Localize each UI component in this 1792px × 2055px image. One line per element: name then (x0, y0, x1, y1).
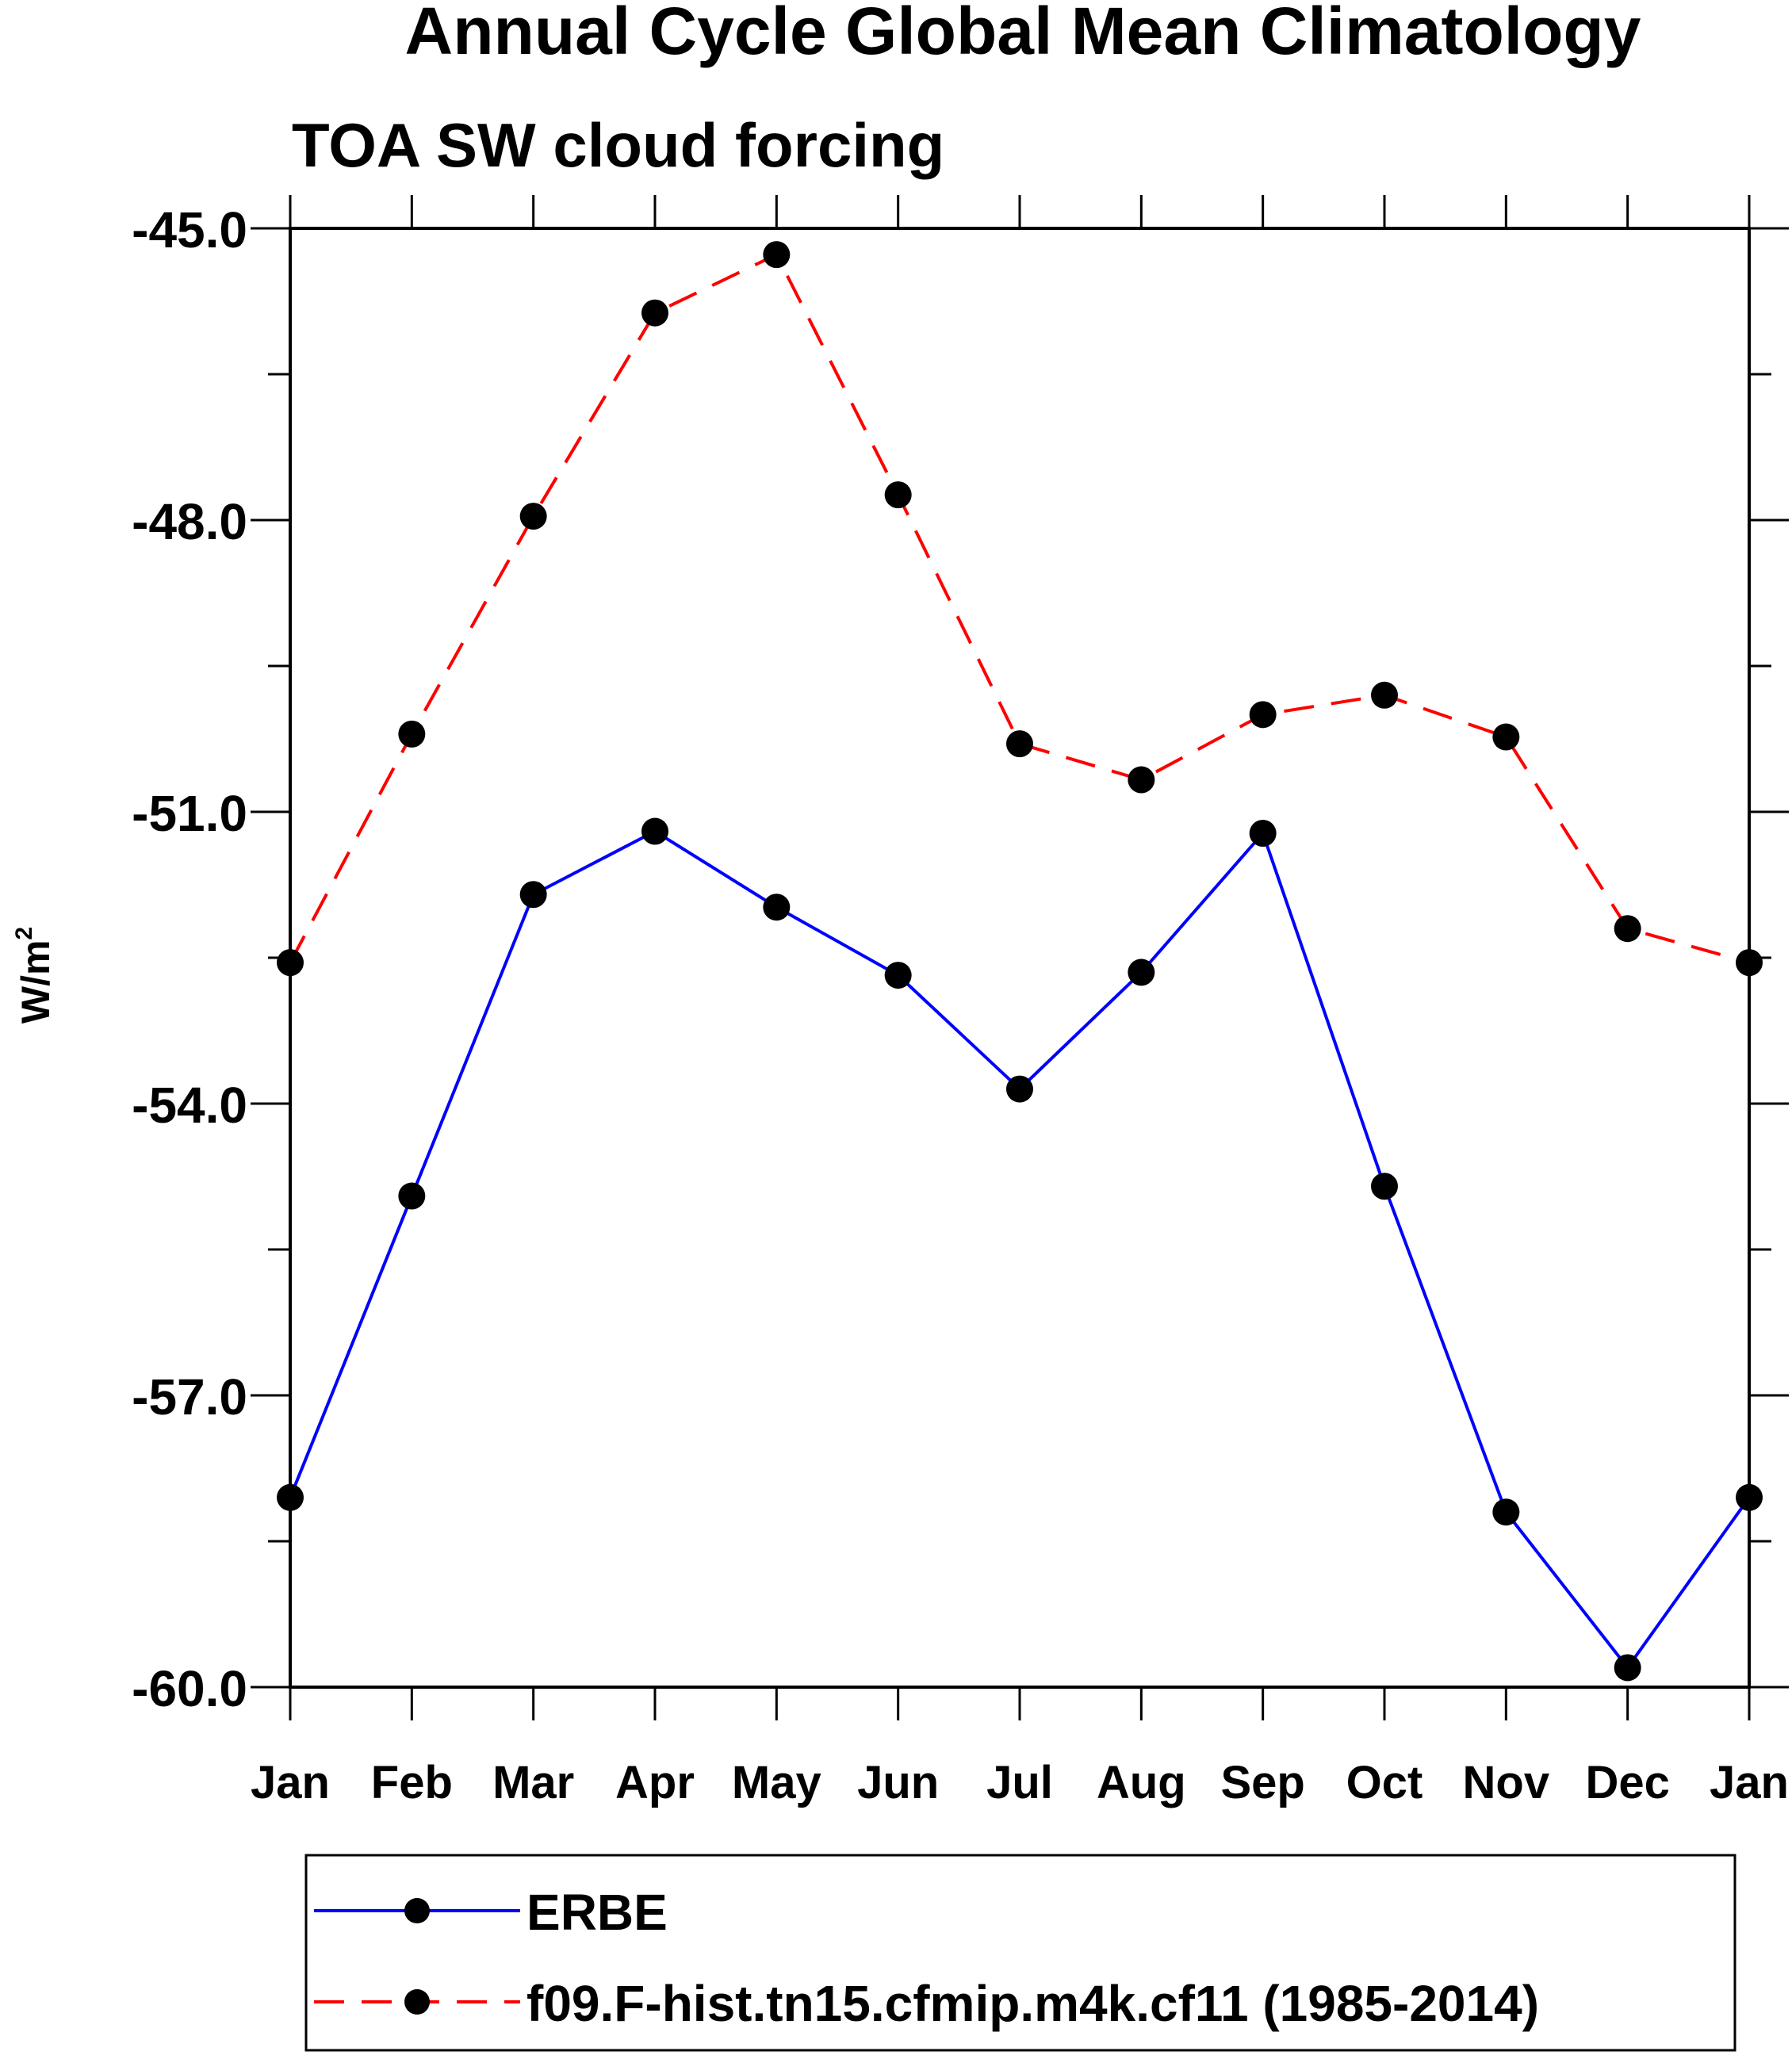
x-tick-label: Jan (251, 1757, 330, 1808)
legend-box (304, 1854, 1736, 2052)
y-axis-label-text: W/m (13, 940, 58, 1024)
series-line-0 (289, 829, 1751, 1670)
x-tick-label: Sep (1220, 1757, 1304, 1808)
plot-frame (289, 227, 1751, 1689)
y-axis-label-superscript: 2 (11, 927, 37, 940)
legend-label-model: f09.F-hist.tn15.cfmip.m4k.cf11 (1985-201… (526, 1975, 1539, 2032)
y-tick-label: -45.0 (132, 201, 247, 258)
data-point-s1-8 (1249, 701, 1277, 729)
x-tick-label: Aug (1097, 1757, 1186, 1808)
data-point-s0-5 (884, 962, 912, 989)
data-point-s1-1 (398, 720, 426, 748)
data-point-s1-10 (1492, 723, 1520, 751)
x-tick-label: Apr (615, 1757, 695, 1808)
x-tick-labels: Jan Feb Mar Apr May Jun Jul Aug Sep Oct Nov Dec Jan (251, 1757, 1789, 1808)
legend-marker-model (404, 1989, 430, 2015)
x-tick-label: Jan (1710, 1757, 1789, 1808)
svg-text:W/m2: W/m2 (11, 927, 58, 1024)
x-tick-label: Dec (1585, 1757, 1669, 1808)
y-tick-label: -51.0 (132, 785, 247, 842)
x-tick-label: May (732, 1757, 821, 1808)
x-tick-label: Jun (857, 1757, 939, 1808)
data-point-s1-2 (519, 503, 547, 530)
y-tick-labels: -45.0 -48.0 -51.0 -54.0 -57.0 -60.0 (132, 201, 247, 1717)
data-point-s0-6 (1006, 1075, 1033, 1103)
legend: ERBE f09.F-hist.tn15.cfmip.m4k.cf11 (198… (304, 1854, 1736, 2052)
data-point-s0-10 (1492, 1498, 1520, 1526)
chart-subtitle: TOA SW cloud forcing (292, 110, 944, 180)
data-point-s0-7 (1128, 959, 1155, 986)
data-point-s0-3 (641, 817, 668, 845)
data-point-s1-9 (1371, 681, 1398, 709)
data-point-s0-11 (1614, 1654, 1641, 1682)
x-tick-label: Jul (986, 1757, 1053, 1808)
data-point-s0-1 (398, 1182, 426, 1210)
data-point-s1-5 (884, 481, 912, 509)
x-tick-label: Nov (1463, 1757, 1550, 1808)
data-point-s1-4 (763, 241, 791, 269)
series-layer (289, 252, 1751, 1670)
data-point-s1-7 (1128, 766, 1155, 794)
y-tick-label: -48.0 (132, 493, 247, 550)
data-point-s1-6 (1006, 730, 1033, 758)
data-point-s1-11 (1614, 915, 1641, 943)
data-point-s0-9 (1371, 1173, 1398, 1200)
x-tick-label: Mar (492, 1757, 574, 1808)
legend-marker-erbe (404, 1898, 430, 1923)
series-line-1 (289, 252, 1750, 965)
points-layer (277, 241, 1763, 1682)
x-tick-label: Feb (371, 1757, 453, 1808)
data-point-s0-8 (1249, 819, 1277, 847)
data-point-s0-4 (763, 894, 791, 921)
data-point-s1-3 (641, 299, 668, 327)
legend-label-erbe: ERBE (526, 1884, 668, 1941)
y-tick-label: -60.0 (132, 1660, 247, 1717)
x-tick-label: Oct (1346, 1757, 1423, 1808)
data-point-s0-2 (519, 881, 547, 909)
y-tick-label: -54.0 (132, 1077, 247, 1134)
axis-ticks (251, 195, 1789, 1720)
y-axis-label: W/m2 (11, 927, 58, 1024)
chart-title: Annual Cycle Global Mean Climatology (405, 0, 1641, 68)
y-tick-label: -57.0 (132, 1368, 247, 1425)
